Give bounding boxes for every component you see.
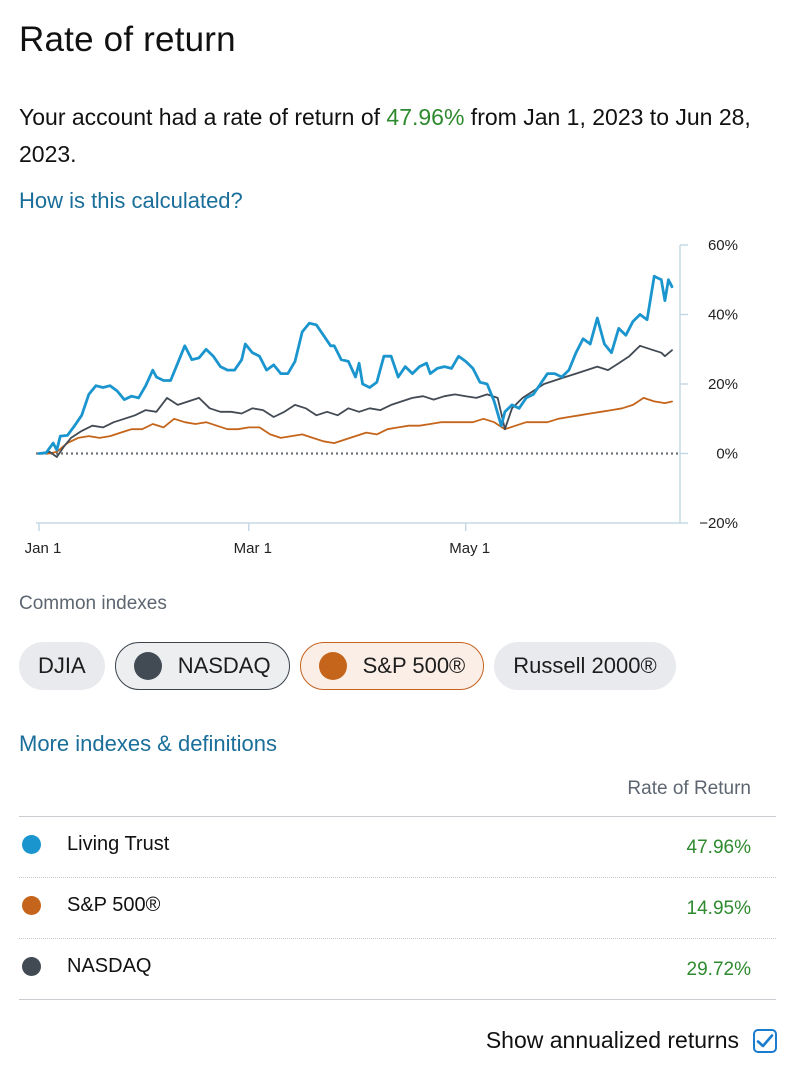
row-name: NASDAQ	[67, 955, 152, 977]
common-indexes-label: Common indexes	[19, 593, 167, 614]
annualized-returns-toggle: Show annualized returns	[486, 1027, 777, 1054]
x-tick-label: Mar 1	[234, 540, 272, 557]
table-row-living-trust: Living Trust 47.96%	[19, 817, 776, 878]
y-tick-label: −20%	[699, 515, 738, 532]
index-chip-djia[interactable]: DJIA	[19, 642, 105, 690]
row-name: Living Trust	[67, 833, 170, 855]
living-trust-color-dot	[22, 835, 41, 854]
summary-suffix: from Jan 1, 2023 to Jun 28, 2023.	[19, 104, 751, 167]
y-tick-label: 0%	[716, 446, 738, 463]
series-line-living-trust	[37, 274, 674, 455]
y-tick-label: 60%	[708, 237, 738, 254]
y-tick-label: 20%	[708, 376, 738, 393]
how-calculated-link[interactable]: How is this calculated?	[19, 188, 243, 213]
table-row-nasdaq: NASDAQ 29.72%	[19, 939, 776, 1000]
row-divider	[19, 999, 776, 1000]
table-row-sp500: S&P 500® 14.95%	[19, 878, 776, 939]
index-chip-label: DJIA	[38, 653, 86, 678]
index-chip-sp500[interactable]: S&P 500®	[299, 642, 485, 690]
index-chip-label: Russell 2000®	[513, 653, 657, 678]
index-chip-label: NASDAQ	[177, 653, 271, 678]
x-tick-label: Jan 1	[25, 540, 62, 557]
nasdaq-color-dot	[22, 957, 41, 976]
table-divider	[19, 816, 776, 817]
row-return-value: 29.72%	[686, 959, 751, 980]
index-chip-group: DJIA NASDAQ S&P 500® Russell 2000®	[19, 642, 676, 690]
index-chip-label: S&P 500®	[362, 653, 466, 678]
page-title: Rate of return	[19, 20, 236, 59]
row-divider	[19, 877, 776, 878]
x-tick-label: May 1	[449, 540, 490, 557]
summary-prefix: Your account had a rate of return of	[19, 104, 387, 130]
rate-of-return-column-header: Rate of Return	[627, 778, 751, 799]
row-return-value: 14.95%	[686, 898, 751, 919]
summary-return-value: 47.96%	[386, 104, 465, 130]
row-divider	[19, 938, 776, 939]
index-chip-russell-2000[interactable]: Russell 2000®	[494, 642, 676, 690]
series-line-nasdaq	[38, 344, 673, 458]
y-tick-label: 40%	[708, 307, 738, 324]
row-name: S&P 500®	[67, 894, 161, 916]
more-indexes-link[interactable]: More indexes & definitions	[19, 731, 278, 756]
sp500-color-dot	[318, 652, 347, 680]
series-line-s-p-500	[38, 397, 673, 455]
annualized-returns-label: Show annualized returns	[485, 1027, 739, 1053]
index-chip-nasdaq[interactable]: NASDAQ	[114, 642, 290, 690]
return-summary: Your account had a rate of return of 47.…	[19, 99, 789, 173]
row-return-value: 47.96%	[686, 837, 751, 858]
rate-of-return-chart: 60% 40% 20% 0% −20% Jan 1 Mar 1 May 1	[25, 237, 738, 557]
annualized-returns-checkbox[interactable]	[753, 1028, 777, 1053]
nasdaq-color-dot	[133, 652, 162, 680]
sp500-color-dot	[22, 896, 41, 915]
checkmark-icon	[756, 1033, 774, 1047]
